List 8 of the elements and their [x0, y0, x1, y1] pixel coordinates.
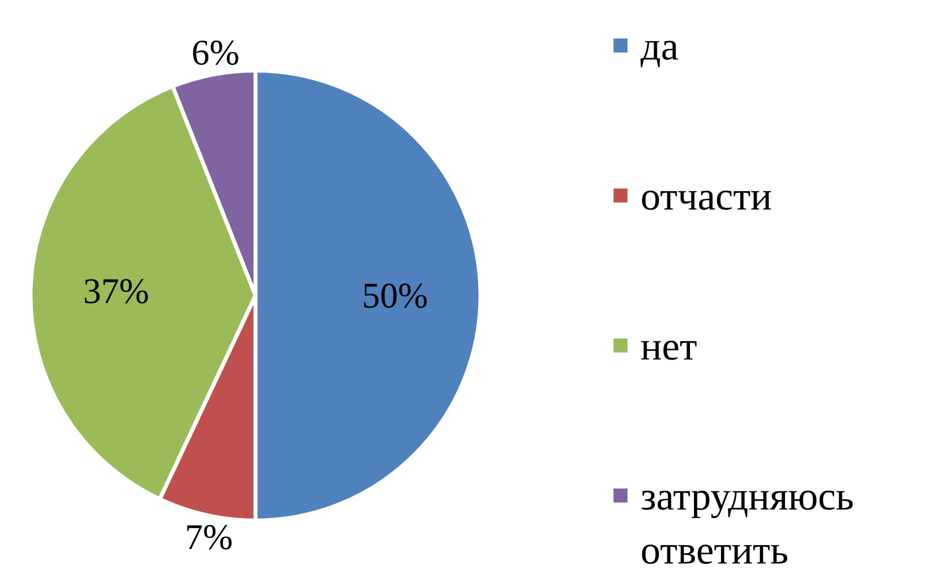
data-label: 37% — [83, 271, 150, 312]
legend-label: отчасти — [640, 174, 772, 218]
data-label: 7% — [184, 517, 233, 558]
data-label: 50% — [362, 276, 428, 316]
legend-label: затрудняюсь ответить — [640, 474, 854, 572]
legend-label: нет — [640, 324, 698, 368]
data-label: 6% — [191, 32, 240, 72]
legend-label: да — [640, 24, 679, 68]
